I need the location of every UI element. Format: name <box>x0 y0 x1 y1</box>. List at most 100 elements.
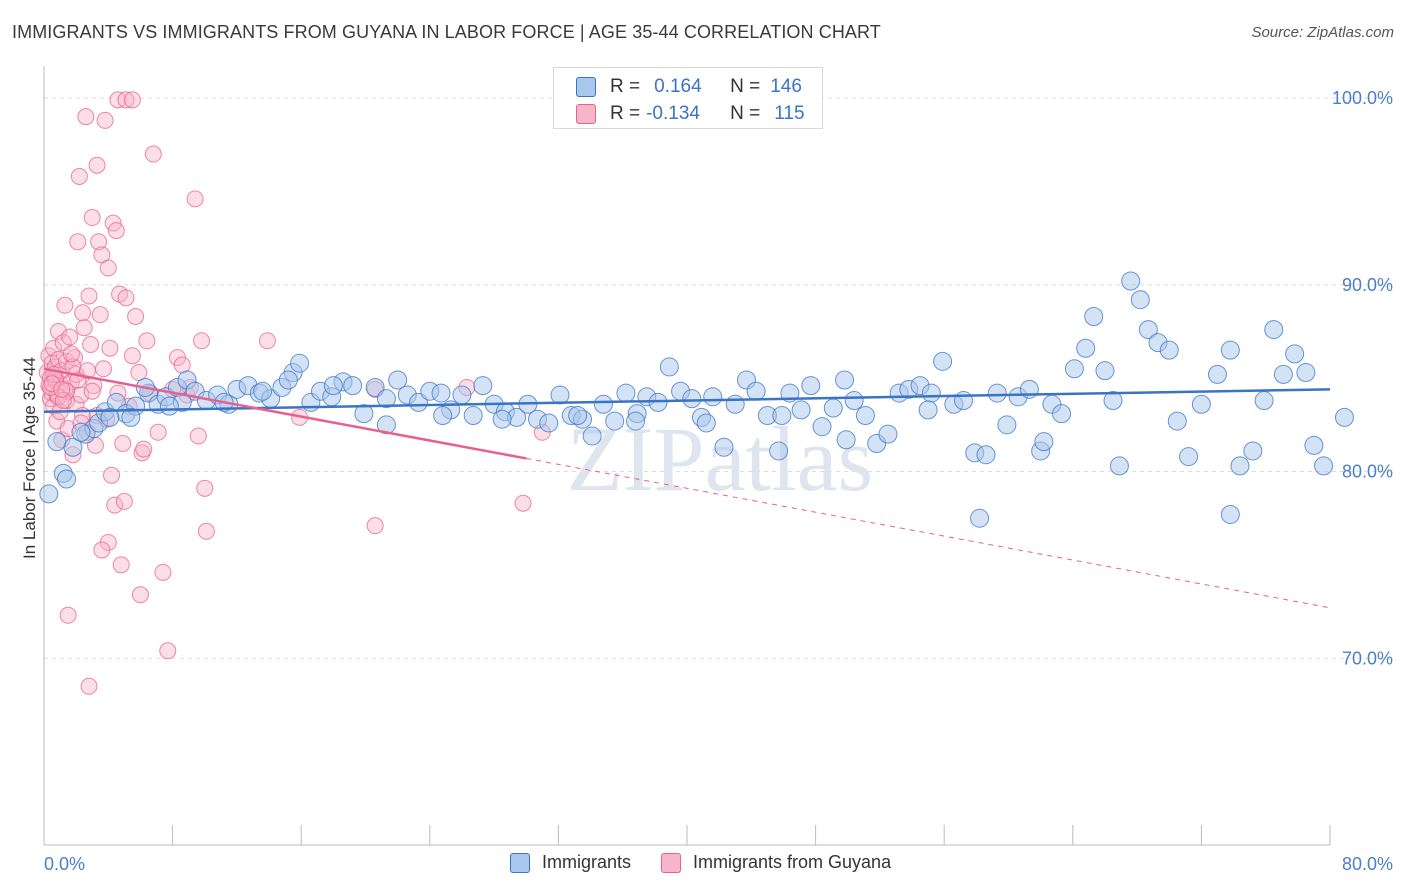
guyana-point <box>123 91 141 109</box>
x-tick-labels: 0.0% 80.0% <box>44 854 1393 874</box>
guyana-point <box>103 466 121 484</box>
legend-row-immigrants: R = 0.164 N = 146 <box>576 74 802 100</box>
legend-n-label: N = <box>730 103 761 124</box>
guyana-point <box>514 494 532 512</box>
immigrants-point <box>878 424 898 444</box>
guyana-point <box>61 328 79 346</box>
bottom-legend-guyana: Immigrants from Guyana <box>661 852 891 873</box>
guyana-point <box>43 375 61 393</box>
immigrants-point <box>835 370 855 390</box>
y-tick-label: 100.0% <box>1332 88 1393 108</box>
immigrants-point <box>725 394 745 414</box>
immigrants-point <box>290 353 310 373</box>
guyana-point <box>59 606 77 624</box>
immigrants-point <box>431 383 451 403</box>
immigrants-point <box>1159 340 1179 360</box>
immigrants-point <box>696 413 716 433</box>
bottom-legend-label: Immigrants <box>542 852 632 872</box>
immigrants-point <box>1179 447 1199 467</box>
immigrants-point <box>57 469 77 489</box>
immigrants-point <box>39 484 59 504</box>
guyana-point <box>90 233 108 251</box>
immigrants-point <box>365 377 385 397</box>
legend-r-value: 0.164 <box>654 76 702 97</box>
guyana-point <box>82 336 100 354</box>
immigrants-point <box>823 398 843 418</box>
guyana-point <box>83 209 101 227</box>
immigrants-point <box>433 405 453 425</box>
x-tick-label: 80.0% <box>1342 854 1393 874</box>
immigrants-point <box>933 351 953 371</box>
immigrants-point <box>976 445 996 465</box>
immigrants-point <box>791 400 811 420</box>
legend-r-value: -0.134 <box>646 103 700 124</box>
guyana-point <box>115 492 133 510</box>
immigrants-point <box>539 413 559 433</box>
guyana-point <box>186 190 204 208</box>
legend-r-label: R = <box>610 76 641 97</box>
immigrants-point <box>855 405 875 425</box>
guyana-point <box>80 677 98 695</box>
immigrants-point <box>593 394 613 414</box>
guyana-point <box>49 322 67 340</box>
immigrants-point <box>1034 432 1054 452</box>
guyana-point <box>117 91 135 109</box>
immigrants-point <box>1254 391 1274 411</box>
immigrants-point <box>1121 271 1141 291</box>
guyana-point <box>138 332 156 350</box>
bottom-legend-label: Immigrants from Guyana <box>693 852 892 872</box>
immigrants-point <box>970 508 990 528</box>
immigrants-point <box>605 411 625 431</box>
guyana-point <box>135 440 153 458</box>
immigrants-point <box>1052 404 1072 424</box>
y-tick-labels: 70.0% 80.0% 90.0% 100.0% <box>1332 88 1393 668</box>
immigrants-point <box>323 376 343 396</box>
immigrants-point <box>550 385 570 405</box>
immigrants-point <box>987 383 1007 403</box>
guyana-point <box>144 145 162 163</box>
guyana-point <box>93 541 111 559</box>
y-tick-label: 80.0% <box>1342 462 1393 482</box>
immigrants-point <box>1334 407 1354 427</box>
immigrants-point <box>121 407 141 427</box>
immigrants-point <box>253 381 273 401</box>
immigrants-point <box>1167 411 1187 431</box>
immigrants-point <box>746 381 766 401</box>
y-axis-label: In Labor Force | Age 35-44 <box>20 357 39 559</box>
immigrants-point <box>1230 456 1250 476</box>
guyana-point <box>149 423 167 441</box>
guyana-point <box>88 156 106 174</box>
immigrants-point <box>801 376 821 396</box>
legend-row-guyana: R = -0.134 N = 115 <box>576 101 805 127</box>
guyana-point <box>114 434 132 452</box>
guyana-point <box>99 259 117 277</box>
immigrants-point <box>682 389 702 409</box>
immigrants-point <box>921 383 941 403</box>
legend-box: R = 0.164 N = 146 R = -0.134 N = 115 <box>553 67 823 129</box>
immigrants-point <box>1273 364 1293 384</box>
guyana-point <box>189 427 207 445</box>
immigrants-point <box>1076 338 1096 358</box>
immigrants-point <box>1138 320 1158 340</box>
guyana-point <box>75 319 93 337</box>
guyana-point <box>96 111 114 129</box>
guyana-point <box>112 556 130 574</box>
guyana-point <box>123 347 141 365</box>
immigrants-point <box>1264 320 1284 340</box>
immigrants-point <box>71 422 91 442</box>
bottom-legend-swatch-blue <box>510 852 530 873</box>
immigrants-point <box>388 370 408 390</box>
guyana-point <box>197 522 215 540</box>
legend-swatch-blue <box>576 77 596 97</box>
immigrants-point <box>582 426 602 446</box>
immigrants-point <box>473 376 493 396</box>
x-tick-label: 0.0% <box>44 854 85 874</box>
guyana-point <box>69 233 87 251</box>
immigrants-point <box>918 400 938 420</box>
guyana-point <box>45 339 63 357</box>
immigrants-point <box>278 370 298 390</box>
source-credit: Source: ZipAtlas.com <box>1251 24 1394 41</box>
immigrants-point <box>354 404 374 424</box>
legend-swatch-pink <box>576 104 596 124</box>
immigrants-point <box>626 411 646 431</box>
